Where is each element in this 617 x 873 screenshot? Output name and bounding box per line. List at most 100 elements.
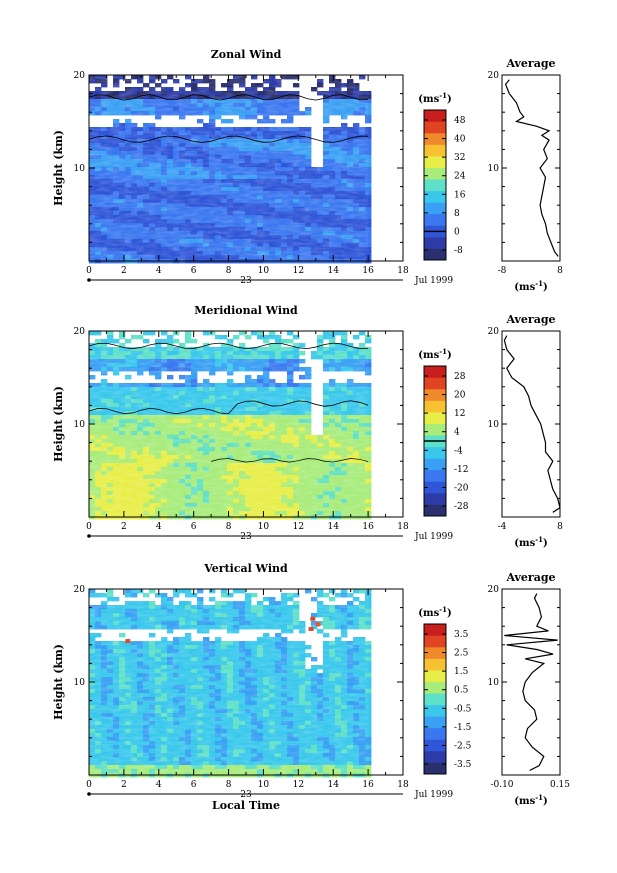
heatmap-cell (365, 191, 372, 196)
profile-unit: (ms-1) (514, 279, 547, 293)
heatmap-cell (365, 243, 372, 248)
x-tick-label: 0 (86, 266, 92, 276)
heatmap-cell (365, 503, 372, 508)
heatmap-cell (365, 95, 372, 100)
heatmap-cell (365, 251, 372, 256)
profile-x-tick-label: 8 (557, 522, 563, 532)
heatmap-cell (365, 403, 372, 408)
heatmap-cell (365, 195, 372, 200)
heatmap-cell (365, 163, 372, 168)
colorbar-band (424, 389, 446, 401)
heatmap-cell (365, 367, 372, 372)
heatmap-cell (365, 167, 372, 172)
heatmap-cell (365, 135, 372, 140)
heatmap-cell (365, 427, 372, 432)
date-day-label: 23 (240, 532, 252, 542)
y-tick-label: 10 (74, 164, 86, 174)
x-tick-label: 2 (121, 522, 127, 532)
heatmap-cell (365, 111, 372, 116)
heatmap-cell (365, 447, 372, 452)
heatmap-cell (365, 147, 372, 152)
heatmap-field (89, 331, 372, 520)
colorbar-band (424, 236, 446, 249)
heatmap-cell (365, 507, 372, 512)
heatmap-cell (365, 605, 372, 610)
colorbar-band (424, 110, 446, 122)
heatmap-cell (365, 175, 372, 180)
colorbar-band (424, 423, 446, 436)
panel-title: Meridional Wind (194, 304, 298, 317)
heatmap-cell (365, 471, 372, 476)
x-tick-label: 6 (191, 266, 197, 276)
colorbar-label: 32 (454, 153, 465, 163)
date-day-label: 23 (240, 276, 252, 286)
zero-contour (88, 342, 369, 350)
heatmap-cell (365, 131, 372, 136)
colorbar-label: 12 (454, 409, 465, 419)
heatmap-cell (365, 669, 372, 674)
heatmap-cell (365, 435, 372, 440)
y-tick-label: 10 (74, 420, 86, 430)
heatmap-cell (365, 355, 372, 360)
colorbar-band (424, 366, 446, 378)
heatmap-cell (365, 491, 372, 496)
zero-contour (211, 458, 369, 463)
x-tick-label: 18 (397, 522, 409, 532)
x-tick-label: 16 (362, 266, 374, 276)
heatmap-cell (365, 613, 372, 618)
profile-y-tick-label: 20 (488, 71, 500, 81)
profile-y-tick-label: 10 (488, 164, 500, 174)
heatmap-cell (365, 359, 372, 364)
heatmap-cell (365, 625, 372, 630)
colorbar-label: -12 (454, 465, 469, 475)
heatmap-cell (365, 235, 372, 240)
zero-contour (88, 94, 369, 101)
colorbar-band (424, 446, 446, 459)
x-tick-label: 8 (226, 266, 232, 276)
x-tick-label: 10 (258, 522, 270, 532)
colorbar-band (424, 133, 446, 145)
heatmap-cell (365, 107, 372, 112)
heatmap-cell (365, 91, 372, 96)
heatmap-cell (365, 423, 372, 428)
profile-x-tick-label: 8 (557, 266, 563, 276)
heatmap-cell (365, 339, 372, 344)
heatmap-cell (365, 499, 372, 504)
profile-y-tick-label: 10 (488, 420, 500, 430)
colorbar-label: 24 (454, 172, 466, 182)
colorbar-frame (423, 109, 447, 261)
heatmap-cell (365, 431, 372, 436)
heatmap-cell (365, 207, 372, 212)
colorbar-label: -28 (454, 502, 469, 512)
heatmap-cell (365, 455, 372, 460)
profile-x-tick-label: -8 (498, 266, 507, 276)
heatmap-cell (365, 407, 372, 412)
colorbar-label: 4 (454, 428, 460, 438)
heatmap-cell (365, 487, 372, 492)
colorbar-band (424, 481, 446, 494)
heatmap-cell (365, 463, 372, 468)
heatmap-cell (365, 231, 372, 236)
profile-frame (501, 330, 561, 518)
heatmap-cell (365, 371, 372, 376)
heatmap-cell (365, 475, 372, 480)
x-tick-label: 16 (362, 522, 374, 532)
y-tick-label: 20 (74, 327, 86, 337)
heatmap-cell (365, 665, 372, 670)
panel-title: Zonal Wind (211, 48, 282, 61)
heatmap-cell (365, 187, 372, 192)
colorbar-band (424, 213, 446, 226)
x-tick-label: 0 (86, 522, 92, 532)
colorbar-band (424, 248, 446, 261)
heatmap-cell (365, 351, 372, 356)
heatmap-cell (365, 227, 372, 232)
profile-frame (501, 74, 561, 262)
heatmap-cell (365, 383, 372, 388)
colorbar-band (424, 504, 446, 517)
heatmap-cell (365, 179, 372, 184)
heatmap-cell (365, 459, 372, 464)
x-tick-label: 14 (327, 522, 339, 532)
colorbar-band (424, 492, 446, 505)
